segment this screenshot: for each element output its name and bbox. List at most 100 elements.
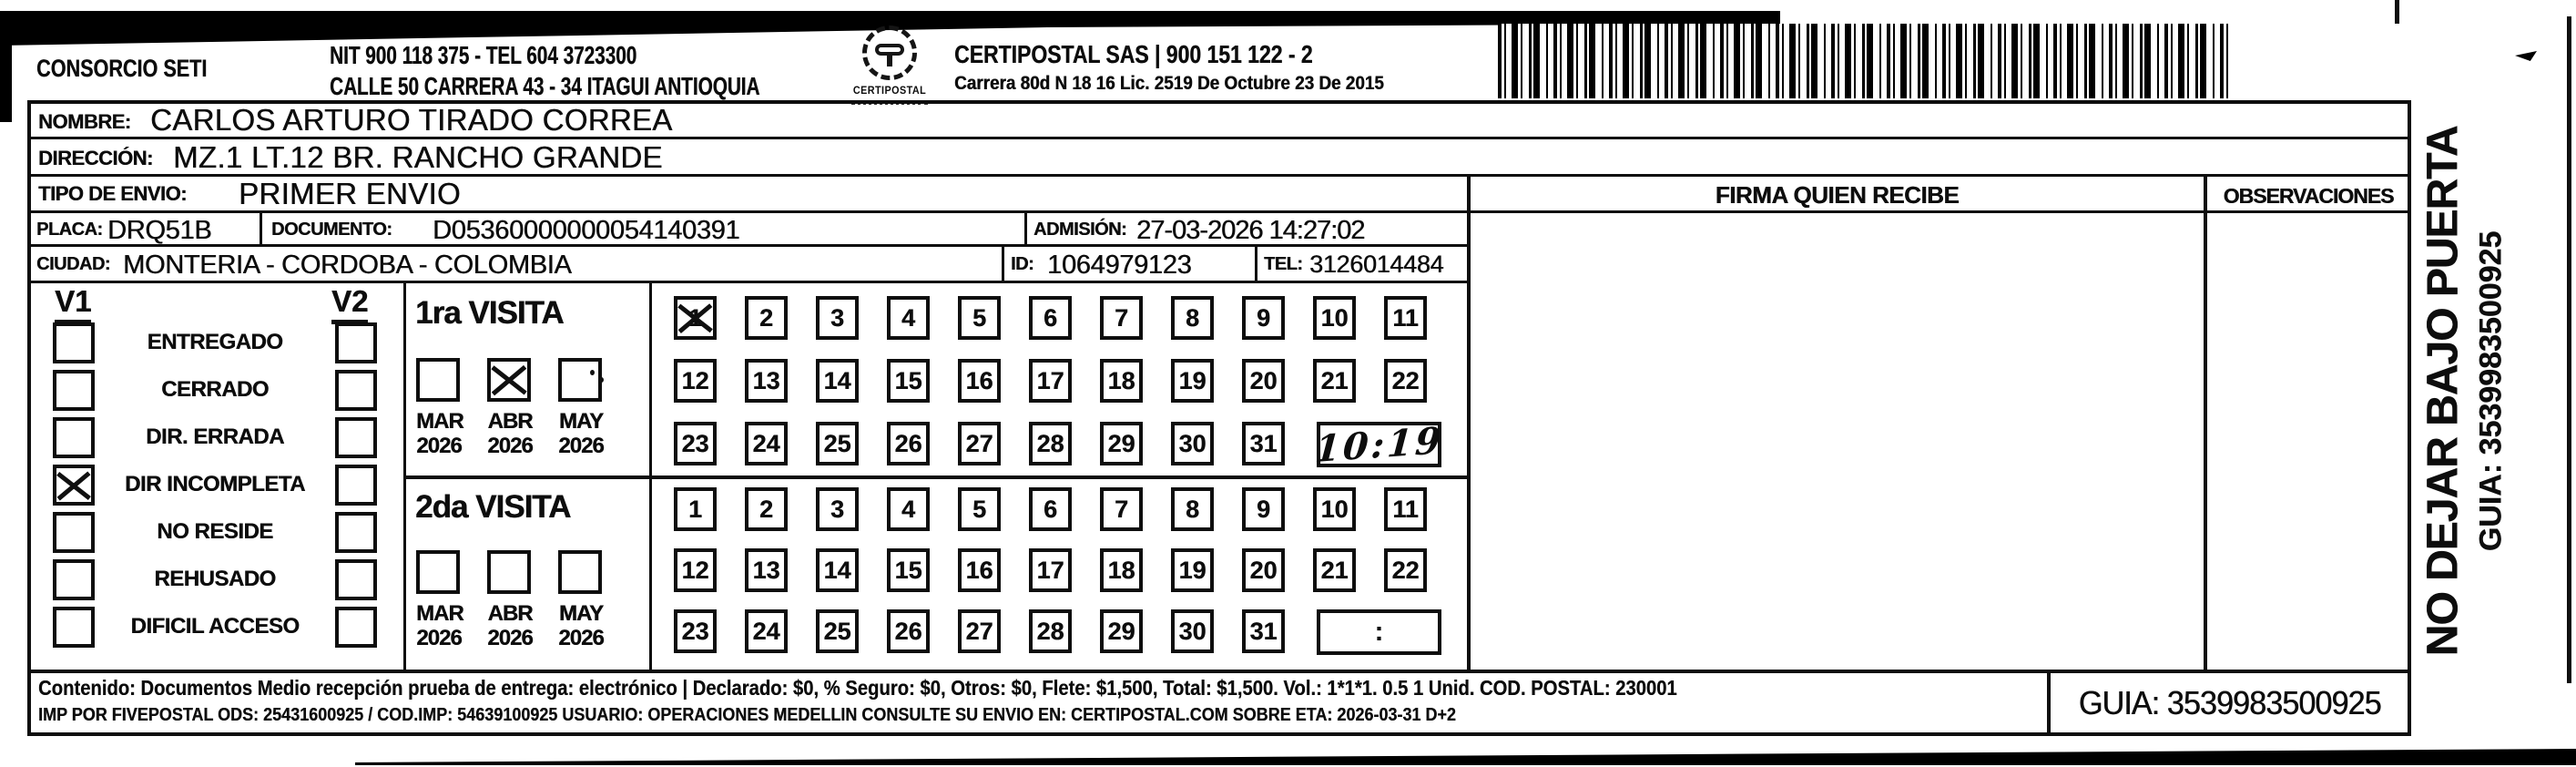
sender-contact-block: NIT 900 118 375 - TEL 604 3723300 CALLE … <box>330 40 759 102</box>
observaciones-area <box>2207 213 2409 669</box>
footer-guia-number: GUIA: 3539983500925 <box>2079 684 2382 721</box>
row-divider <box>27 174 2411 177</box>
day-checkbox: 9 <box>1242 487 1285 531</box>
status-option-label: ENTREGADO <box>147 330 283 354</box>
day-number: 20 <box>1249 366 1278 394</box>
day-checkbox: 29 <box>1100 422 1143 465</box>
month-label: MAR <box>416 409 464 434</box>
visit2-time-placeholder: : <box>1374 617 1384 647</box>
day-number: 18 <box>1107 556 1135 584</box>
day-checkbox: 14 <box>816 359 859 403</box>
day-checkbox: 26 <box>887 609 930 653</box>
day-number: 18 <box>1107 366 1135 394</box>
status-option-label: DIR INCOMPLETA <box>125 472 305 496</box>
column-divider <box>649 281 652 671</box>
day-number: 8 <box>1185 303 1200 332</box>
cell-divider <box>1002 244 1004 282</box>
admision-label: ADMISIÓN: <box>1033 220 1127 240</box>
day-number: 24 <box>752 429 780 457</box>
month-label: ABR <box>487 601 534 626</box>
day-number: 4 <box>901 303 916 332</box>
day-checkbox: 6 <box>1029 487 1072 531</box>
day-number: 7 <box>1114 303 1129 332</box>
ciudad-value: MONTERIA - CORDOBA - COLOMBIA <box>123 251 572 280</box>
visit1-time-handwritten: 10:19 <box>1313 418 1445 471</box>
day-checkbox: 4 <box>887 487 930 531</box>
scan-speck <box>599 377 604 383</box>
id-value: 1064979123 <box>1047 251 1192 280</box>
status-option-row: CERRADO <box>31 366 401 414</box>
id-label: ID: <box>1011 254 1034 274</box>
placa-label: PLACA: <box>36 220 103 240</box>
day-checkbox: 17 <box>1029 548 1072 592</box>
day-checkbox: 4 <box>887 296 930 340</box>
day-checkbox: 2 <box>745 487 788 531</box>
day-checkbox: 11 <box>1384 296 1427 340</box>
month-label: MAY <box>558 409 604 434</box>
day-number: 2 <box>759 303 774 332</box>
day-number: 23 <box>681 617 709 645</box>
footer-guia-box: GUIA: 3539983500925 <box>2051 671 2409 735</box>
day-number: 3 <box>830 495 845 523</box>
day-number: 14 <box>823 556 851 584</box>
day-number: 12 <box>681 556 709 584</box>
observaciones-header: OBSERVACIONES <box>2223 184 2395 208</box>
day-number: 31 <box>1249 617 1278 645</box>
cell-divider <box>2047 670 2051 736</box>
day-number: 10 <box>1320 303 1349 332</box>
day-checkbox: 6 <box>1029 296 1072 340</box>
day-number: 19 <box>1178 556 1207 584</box>
day-checkbox: 21 <box>1313 548 1356 592</box>
visit1-day-grid: 10:19 1 2 3 4 5 6 <box>674 296 1445 471</box>
day-checkbox: 14 <box>816 548 859 592</box>
month-label: MAY <box>558 601 604 626</box>
day-number: 13 <box>752 556 780 584</box>
day-number: 31 <box>1249 429 1278 457</box>
month-year: 2026 <box>558 626 604 650</box>
day-checkbox: 12 <box>674 359 717 403</box>
cell-divider <box>1255 244 1257 282</box>
day-checkbox: 13 <box>745 548 788 592</box>
day-checkbox: 3 <box>816 296 859 340</box>
side-note: NO DEJAR BAJO PUERTA GUIA: 3539983500925 <box>2393 96 2534 688</box>
carrier-company: CERTIPOSTAL SAS | 900 151 122 - 2 <box>954 40 1313 68</box>
day-checkbox: 8 <box>1171 296 1214 340</box>
day-number: 9 <box>1256 495 1271 523</box>
month-cell: ABR 2026 <box>487 358 534 458</box>
day-number: 22 <box>1391 556 1420 584</box>
day-checkbox: 12 <box>674 548 717 592</box>
v2-checkbox <box>335 558 377 600</box>
barcode <box>1498 24 2229 98</box>
v1-checkbox <box>53 558 95 600</box>
day-checkbox: 5 <box>958 487 1001 531</box>
day-checkbox: 11 <box>1384 487 1427 531</box>
status-option-row: ENTREGADO <box>31 319 401 366</box>
day-number: 10 <box>1320 495 1349 523</box>
day-number: 17 <box>1036 556 1064 584</box>
v1-checkbox <box>53 416 95 458</box>
day-number: 6 <box>1043 303 1058 332</box>
status-option-label: REHUSADO <box>154 567 276 591</box>
day-checkbox: 20 <box>1242 359 1285 403</box>
day-checkbox: 28 <box>1029 609 1072 653</box>
day-number: 7 <box>1114 495 1129 523</box>
carrier-block: CERTIPOSTAL SAS | 900 151 122 - 2 Carrer… <box>954 38 1431 97</box>
day-checkbox: 15 <box>887 359 930 403</box>
day-number: 25 <box>823 617 851 645</box>
day-checkbox: 7 <box>1100 296 1143 340</box>
day-number: 15 <box>894 366 922 394</box>
footer-content-line: Contenido: Documentos Medio recepción pr… <box>38 676 1677 700</box>
admision-value: 27-03-2026 14:27:02 <box>1136 216 1365 245</box>
day-checkbox: 20 <box>1242 548 1285 592</box>
column-divider <box>2204 174 2207 671</box>
day-checkbox: 30 <box>1171 609 1214 653</box>
visit1-title: 1ra VISITA <box>415 295 564 331</box>
tel-label: TEL: <box>1264 254 1303 274</box>
day-checkbox: 9 <box>1242 296 1285 340</box>
day-checkbox: 25 <box>816 422 859 465</box>
day-number: 6 <box>1043 495 1058 523</box>
day-number: 1 <box>687 495 703 523</box>
footer-imp-line: IMP POR FIVEPOSTAL ODS: 25431600925 / CO… <box>38 705 1456 725</box>
day-number: 12 <box>681 366 709 394</box>
day-checkbox: 31 <box>1242 609 1285 653</box>
